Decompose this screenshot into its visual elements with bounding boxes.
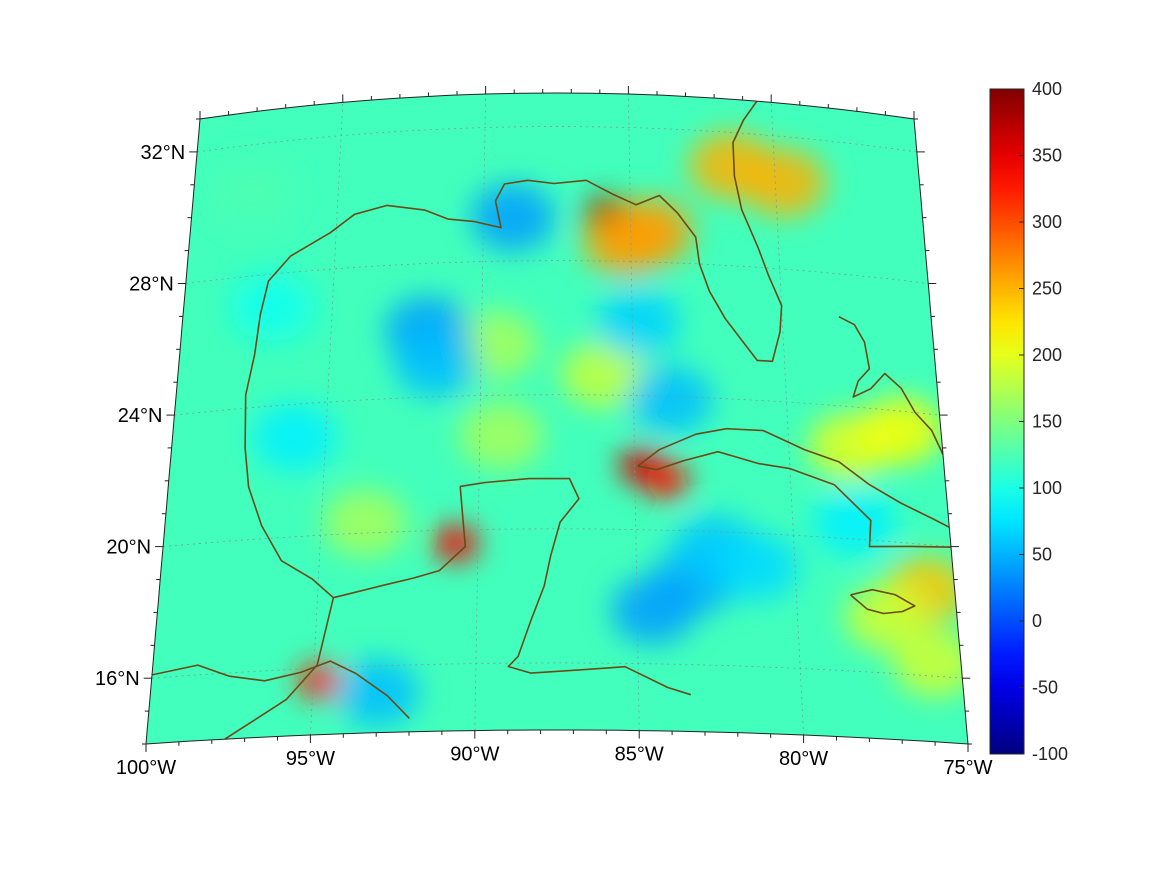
colorbar-tick-label: 300 [1032, 212, 1062, 232]
colorbar-gradient [989, 88, 1025, 755]
parallel-gridline [197, 126, 917, 153]
heatmap-cell [433, 525, 478, 562]
heatmap-cell [596, 288, 681, 356]
colorbar-tick-label: -50 [1032, 678, 1058, 698]
meridian-gridline [628, 93, 640, 731]
heatmap-cell [560, 340, 645, 409]
colorbar-ticks [1019, 88, 1024, 755]
colorbar-tick-label: -100 [1032, 744, 1068, 764]
lon-tick-label: 95°W [286, 748, 335, 770]
lat-tick-label: 16°N [95, 668, 140, 690]
colorbar-tick-labels: 400 350 300 250 200 150 100 50 0 -50 -10… [1032, 79, 1068, 764]
coastline-segment [224, 100, 783, 740]
parallel-gridline [185, 260, 929, 284]
heatmap-cell [689, 131, 774, 200]
latitude-tick-labels: 16°N 20°N 24°N 28°N 32°N [95, 142, 185, 690]
colorbar-tick-label: 0 [1032, 611, 1042, 631]
heatmap-cell [393, 329, 478, 398]
coastline-segment [460, 477, 692, 696]
lat-tick-label: 32°N [141, 142, 186, 164]
heatmap-area [146, 93, 968, 744]
heatmap-cell [297, 663, 342, 700]
coastline-segment [151, 660, 410, 719]
lat-tick-label: 24°N [118, 405, 163, 427]
colorbar-tick-label: 350 [1032, 146, 1062, 166]
colorbar-tick-label: 100 [1032, 478, 1062, 498]
heatmap-cell [335, 658, 420, 727]
heatmap-cell [459, 401, 544, 470]
heatmap-features [209, 131, 968, 727]
colorbar-tick-label: 250 [1032, 279, 1062, 299]
heatmap-cell [859, 396, 944, 465]
longitude-tick-labels: 100°W 95°W 90°W 85°W 80°W 75°W [116, 744, 993, 779]
colorbar-tick-label: 50 [1032, 545, 1052, 565]
heatmap-cell [230, 273, 315, 341]
coastline-segment [838, 315, 944, 455]
heatmap-cell [845, 583, 929, 651]
coastline [151, 100, 968, 740]
lon-tick-label: 85°W [615, 744, 664, 766]
frame-ticks [142, 86, 972, 752]
meridian-gridline [474, 93, 486, 731]
lon-tick-label: 100°W [116, 757, 176, 779]
coastline-segment [849, 588, 916, 615]
colorbar: 400 350 300 250 200 150 100 50 0 -50 -10… [989, 79, 1068, 764]
heatmap-cell [323, 489, 408, 558]
heatmap-cell [628, 365, 713, 434]
colorbar-tick-label: 200 [1032, 345, 1062, 365]
heatmap-cell [252, 403, 337, 472]
heatmap-cell [644, 462, 689, 498]
heatmap-cell [715, 532, 799, 601]
heatmap-cell [609, 198, 694, 266]
heatmap-cell [470, 183, 555, 252]
lon-tick-label: 75°W [943, 757, 992, 779]
heatmap-cell [611, 576, 696, 645]
heatmap-cell [813, 488, 898, 557]
colorbar-tick-label: 400 [1032, 79, 1062, 99]
heatmap-cell [209, 160, 294, 228]
heatmap-cell [893, 629, 968, 698]
lat-tick-label: 28°N [129, 274, 174, 296]
lat-tick-label: 20°N [106, 537, 151, 559]
colorbar-tick-label: 150 [1032, 412, 1062, 432]
coastline-segment [333, 486, 467, 599]
lon-tick-label: 90°W [450, 744, 499, 766]
lon-tick-label: 80°W [779, 748, 828, 770]
